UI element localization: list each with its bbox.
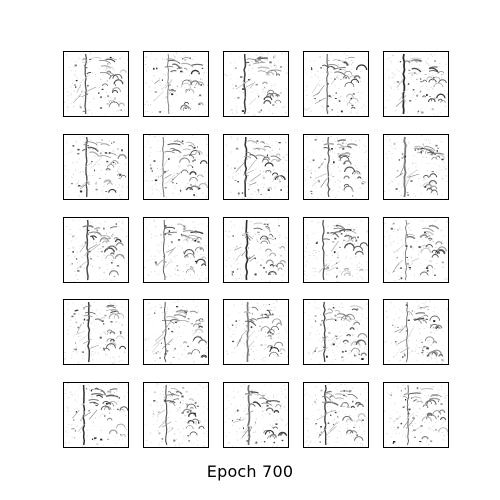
sample-image (63, 51, 129, 117)
sample-image (383, 299, 449, 365)
sample-texture (144, 218, 208, 282)
sample-texture (224, 383, 288, 447)
sample-image (383, 382, 449, 448)
sample-texture (64, 300, 128, 364)
sample-texture (384, 218, 448, 282)
sample-image (223, 299, 289, 365)
sample-texture (304, 53, 368, 116)
sample-image (223, 134, 289, 200)
sample-texture (224, 218, 288, 282)
sample-image (63, 134, 129, 200)
sample-image (303, 217, 369, 283)
sample-texture (384, 300, 448, 364)
sample-texture (226, 300, 288, 364)
sample-texture (384, 384, 448, 447)
sample-image (63, 299, 129, 365)
sample-texture (144, 300, 208, 364)
sample-image (143, 382, 209, 448)
sample-texture (224, 52, 288, 116)
sample-texture (144, 52, 208, 116)
sample-texture (304, 383, 368, 447)
sample-image (63, 382, 129, 448)
sample-texture (64, 135, 128, 199)
sample-image (143, 217, 209, 283)
figure-caption: Epoch 700 (206, 462, 294, 481)
sample-texture (65, 219, 128, 282)
sample-image (303, 51, 369, 117)
sample-image (223, 217, 289, 283)
sample-image (383, 217, 449, 283)
sample-image (303, 134, 369, 200)
sample-image (303, 382, 369, 448)
sample-texture (144, 135, 208, 199)
sample-image (383, 51, 449, 117)
sample-image (383, 134, 449, 200)
sample-image (143, 299, 209, 365)
sample-image (223, 51, 289, 117)
sample-texture (304, 219, 368, 282)
sample-texture (64, 52, 128, 116)
sample-texture (384, 135, 448, 199)
sample-image (303, 299, 369, 365)
sample-image (223, 382, 289, 448)
sample-texture (224, 135, 288, 199)
sample-image (143, 51, 209, 117)
sample-image (63, 217, 129, 283)
sample-texture (144, 383, 208, 447)
sample-texture (304, 301, 368, 364)
sample-texture (64, 383, 128, 447)
sample-texture (384, 52, 448, 116)
sample-texture (304, 135, 368, 199)
sample-image (143, 134, 209, 200)
